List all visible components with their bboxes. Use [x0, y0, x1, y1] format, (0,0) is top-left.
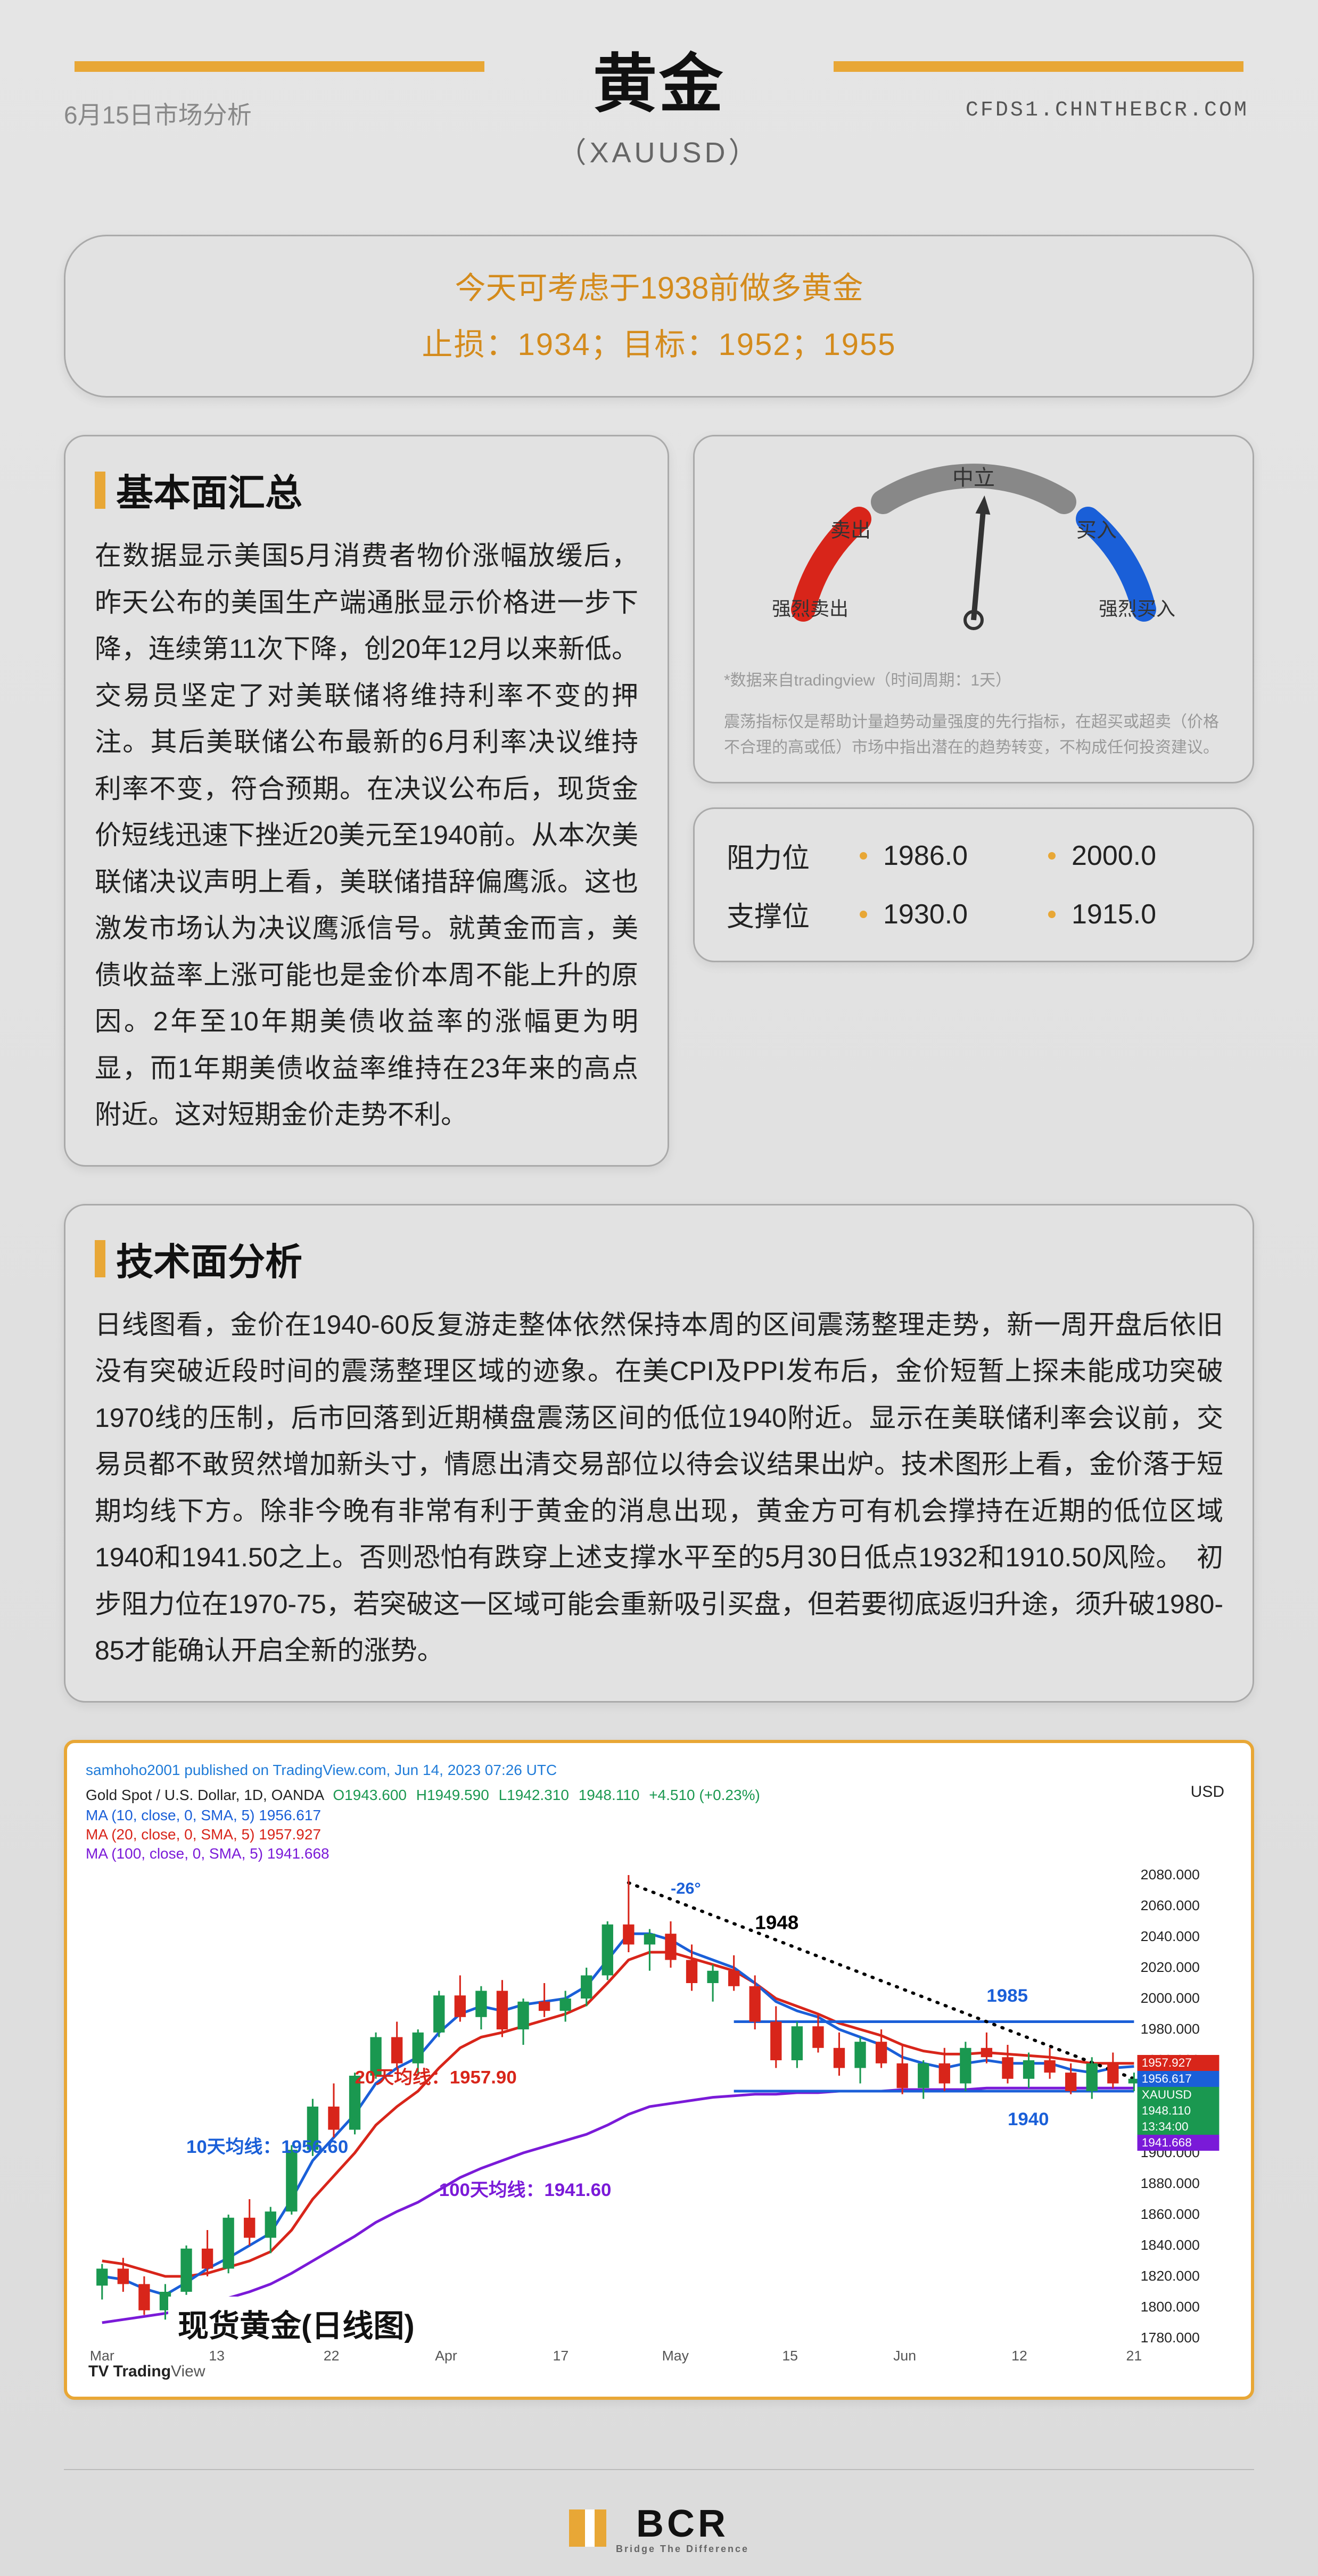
levels-card: 阻力位 1986.0 2000.0 支撑位 1930.0 1915.0	[693, 807, 1254, 962]
sentiment-gauge-card: 中立 卖出 买入 强烈卖出 强烈买入 *数据来自tradingview（时间周期…	[693, 435, 1254, 783]
svg-text:13: 13	[209, 2348, 225, 2364]
svg-text:1956.617: 1956.617	[1142, 2072, 1192, 2085]
reco-entry: 今天可考虑于1938前做多黄金	[87, 263, 1231, 308]
svg-text:XAUUSD: XAUUSD	[1142, 2088, 1192, 2101]
svg-text:22: 22	[324, 2348, 340, 2364]
svg-text:15: 15	[782, 2348, 798, 2364]
fundamentals-title: 基本面汇总	[116, 463, 302, 517]
chart-symbol: Gold Spot / U.S. Dollar, 1D, OANDA	[86, 1787, 324, 1803]
price-chart-card: samhoho2001 published on TradingView.com…	[64, 1740, 1254, 2400]
reco-targets: 止损：1934；目标：1952；1955	[87, 319, 1231, 364]
svg-text:Apr: Apr	[435, 2348, 457, 2364]
brand-icon	[569, 2509, 606, 2547]
svg-text:1880.000: 1880.000	[1141, 2175, 1200, 2191]
svg-text:-26°: -26°	[671, 1879, 701, 1897]
svg-text:21: 21	[1126, 2348, 1142, 2364]
brand-tagline: Bridge The Difference	[616, 2544, 749, 2555]
svg-text:13:34:00: 13:34:00	[1142, 2120, 1189, 2133]
svg-text:2040.000: 2040.000	[1141, 1928, 1200, 1944]
gauge-label-strong-buy: 强烈买入	[1099, 593, 1175, 621]
svg-text:May: May	[662, 2348, 689, 2364]
bullet-icon	[860, 852, 867, 860]
fundamentals-card: 基本面汇总 在数据显示美国5月消费者物价涨幅放缓后，昨天公布的美国生产端通胀显示…	[64, 435, 669, 1167]
technical-card: 技术面分析 日线图看，金价在1940-60反复游走整体依然保持本周的区间震荡整理…	[64, 1204, 1254, 1703]
resistance-label: 阻力位	[727, 836, 844, 876]
ma20-label: MA (20, close, 0, SMA, 5)	[86, 1826, 254, 1843]
ohlc-high: H1949.590	[416, 1787, 489, 1803]
ohlc-change: +4.510 (+0.23%)	[649, 1787, 760, 1803]
technical-body: 日线图看，金价在1940-60反复游走整体依然保持本周的区间震荡整理走势，新一周…	[95, 1302, 1223, 1674]
ma100-value: 1941.668	[267, 1845, 329, 1862]
svg-text:2080.000: 2080.000	[1141, 1867, 1200, 1883]
ma100-label: MA (100, close, 0, SMA, 5)	[86, 1845, 263, 1862]
svg-text:1840.000: 1840.000	[1141, 2237, 1200, 2253]
analysis-date: 6月15日市场分析	[64, 96, 252, 131]
section-accent-icon	[95, 1240, 105, 1277]
gauge-label-sell: 卖出	[830, 514, 871, 543]
technical-title: 技术面分析	[116, 1232, 302, 1286]
svg-text:1820.000: 1820.000	[1141, 2268, 1200, 2284]
recommendation-card: 今天可考虑于1938前做多黄金 止损：1934；目标：1952；1955	[64, 235, 1254, 398]
svg-text:20天均线：1957.90: 20天均线：1957.90	[355, 2067, 517, 2087]
tradingview-logo: TV TradingView	[88, 2363, 205, 2381]
support-label: 支撑位	[727, 894, 844, 934]
gauge-label-buy: 买入	[1076, 514, 1117, 543]
symbol-subtitle: （XAUUSD）	[0, 129, 1318, 171]
gauge-label-strong-sell: 强烈卖出	[772, 593, 849, 621]
ohlc-low: L1942.310	[499, 1787, 569, 1803]
svg-text:1780.000: 1780.000	[1141, 2330, 1200, 2346]
bullet-icon	[860, 911, 867, 918]
svg-text:12: 12	[1011, 2348, 1027, 2364]
footer: BCR Bridge The Difference	[64, 2469, 1254, 2576]
svg-text:1940: 1940	[1008, 2109, 1049, 2129]
ma20-value: 1957.927	[259, 1826, 321, 1843]
chart-currency-label: USD	[1191, 1783, 1224, 1801]
ohlc-close: 1948.110	[579, 1787, 640, 1803]
svg-text:17: 17	[553, 2348, 569, 2364]
svg-text:1948: 1948	[755, 1911, 798, 1933]
support-2: 1915.0	[1072, 898, 1221, 930]
svg-text:2000.000: 2000.000	[1141, 1990, 1200, 2006]
svg-text:1941.668: 1941.668	[1142, 2136, 1192, 2149]
svg-text:Mar: Mar	[90, 2348, 114, 2364]
svg-text:1860.000: 1860.000	[1141, 2206, 1200, 2222]
gauge-source-note: *数据来自tradingview（时间周期：1天）	[724, 668, 1223, 693]
support-1: 1930.0	[883, 898, 1032, 930]
svg-text:1800.000: 1800.000	[1141, 2299, 1200, 2315]
svg-text:10天均线：1956.60: 10天均线：1956.60	[186, 2137, 348, 2157]
accent-bar-right	[834, 61, 1243, 72]
svg-text:1948.110: 1948.110	[1142, 2104, 1191, 2117]
ohlc-open: O1943.600	[333, 1787, 407, 1803]
svg-text:1957.927: 1957.927	[1142, 2056, 1192, 2069]
candlestick-chart: 1780.000 1800.000 1820.000 1840.000 1860.000…	[86, 1864, 1232, 2370]
svg-text:Jun: Jun	[893, 2348, 916, 2364]
ma10-value: 1956.617	[259, 1807, 321, 1823]
chart-caption: 现货黄金(日线图)	[168, 2297, 424, 2350]
svg-text:100天均线：1941.60: 100天均线：1941.60	[439, 2180, 612, 2200]
accent-bar-left	[75, 61, 484, 72]
svg-text:2060.000: 2060.000	[1141, 1897, 1200, 1913]
resistance-1: 1986.0	[883, 840, 1032, 872]
chart-publisher: samhoho2001 published on TradingView.com…	[86, 1762, 1232, 1779]
bullet-icon	[1048, 911, 1056, 918]
svg-text:2020.000: 2020.000	[1141, 1959, 1200, 1975]
bullet-icon	[1048, 852, 1056, 860]
ma10-label: MA (10, close, 0, SMA, 5)	[86, 1807, 254, 1823]
gauge-disclaimer: 震荡指标仅是帮助计量趋势动量强度的先行指标，在超买或超卖（价格不合理的高或低）市…	[724, 709, 1223, 761]
resistance-2: 2000.0	[1072, 840, 1221, 872]
fundamentals-body: 在数据显示美国5月消费者物价涨幅放缓后，昨天公布的美国生产端通胀显示价格进一步下…	[95, 533, 638, 1138]
section-accent-icon	[95, 472, 105, 509]
svg-text:1980.000: 1980.000	[1141, 2021, 1200, 2037]
svg-text:1985: 1985	[986, 1986, 1028, 2006]
source-url: CFDS1.CHNTHEBCR.COM	[966, 98, 1249, 122]
gauge-label-neutral: 中立	[952, 460, 995, 491]
brand-name: BCR	[636, 2503, 729, 2545]
